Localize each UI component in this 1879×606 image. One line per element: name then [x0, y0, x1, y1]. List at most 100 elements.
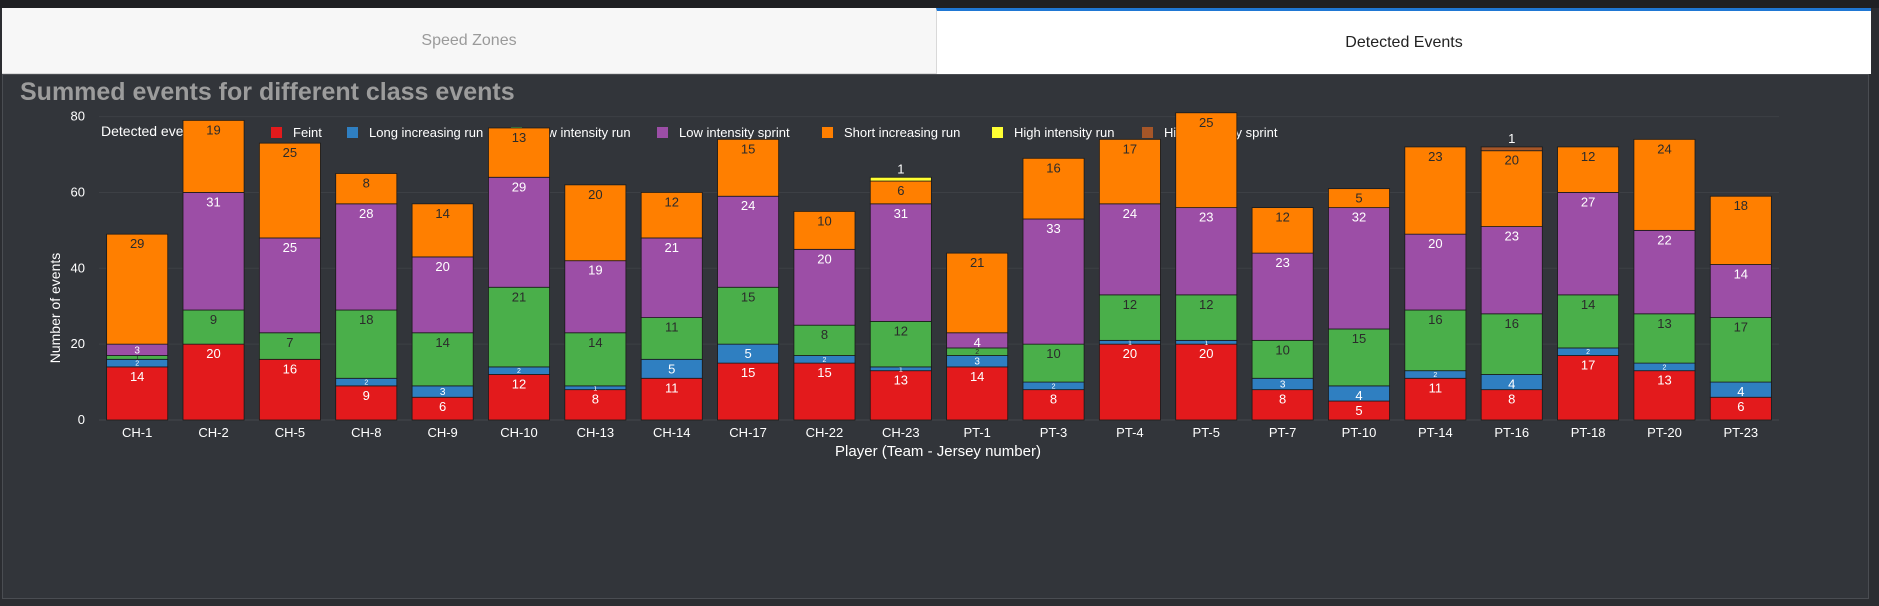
bar-segment[interactable]	[793, 211, 856, 250]
bar-segment[interactable]	[106, 366, 169, 421]
bar-segment[interactable]	[1709, 195, 1772, 265]
bar-segment[interactable]	[335, 203, 398, 311]
bar-segment[interactable]	[1251, 339, 1314, 379]
x-tick-label: CH-23	[882, 425, 920, 440]
y-tick-label: 0	[78, 412, 85, 427]
bar-segment[interactable]	[1328, 188, 1390, 209]
data-label: 20	[206, 346, 220, 361]
bar-segment[interactable]	[564, 389, 627, 421]
data-label: 28	[359, 206, 373, 221]
bar-segment[interactable]	[1175, 207, 1238, 296]
bar-segment[interactable]	[640, 237, 703, 318]
bar-segment[interactable]	[1557, 355, 1620, 421]
bar-segment[interactable]	[564, 184, 627, 262]
bar-segment[interactable]	[1404, 233, 1467, 311]
data-label: 2	[364, 380, 368, 387]
bar-segment[interactable]	[564, 332, 627, 387]
bar-segment[interactable]	[946, 366, 1009, 421]
bar-segment[interactable]	[717, 195, 780, 288]
bar-segment[interactable]	[1175, 294, 1238, 341]
bar-segment[interactable]	[793, 324, 856, 356]
bar-segment[interactable]	[640, 317, 703, 360]
bar-segment[interactable]	[258, 358, 321, 421]
legend-swatch	[822, 127, 833, 138]
bar-segment[interactable]	[1557, 192, 1620, 296]
bar-segment[interactable]	[1022, 343, 1085, 383]
bar-segment[interactable]	[488, 176, 550, 288]
data-label: 2	[517, 368, 521, 375]
data-label: 13	[512, 130, 526, 145]
bar-segment[interactable]	[1251, 207, 1314, 254]
legend-label: Low intensity run	[533, 125, 631, 140]
data-label: 23	[1275, 255, 1289, 270]
bar-segment[interactable]	[1480, 389, 1543, 421]
bar-segment[interactable]	[1633, 313, 1696, 364]
bar-segment[interactable]	[869, 176, 932, 182]
bar-segment[interactable]	[1022, 218, 1085, 345]
bar-segment[interactable]	[1557, 146, 1620, 193]
data-label: 14	[588, 335, 602, 350]
bar-segment[interactable]	[1022, 157, 1085, 220]
data-label: 20	[588, 187, 602, 202]
bar-segment[interactable]	[717, 362, 780, 421]
bar-segment[interactable]	[640, 192, 703, 239]
bar-segment[interactable]	[335, 385, 398, 421]
bar-segment[interactable]	[793, 362, 856, 421]
bar-segment[interactable]	[182, 309, 245, 345]
bar-segment[interactable]	[258, 332, 321, 360]
bar-segment[interactable]	[182, 119, 245, 193]
legend-item[interactable]: High intensity run	[992, 125, 1114, 140]
bar-segment[interactable]	[335, 309, 398, 379]
bar-segment[interactable]	[182, 192, 245, 311]
data-label: 29	[512, 179, 526, 194]
legend-item[interactable]: Feint	[271, 125, 322, 140]
bar-segment[interactable]	[488, 374, 550, 421]
bar-segment[interactable]	[1022, 389, 1085, 421]
legend-label: Short increasing run	[844, 125, 960, 140]
bar-segment[interactable]	[1709, 317, 1772, 383]
bar-segment[interactable]	[946, 252, 1009, 334]
data-label: 14	[435, 206, 449, 221]
data-label: 18	[359, 312, 373, 327]
bar-segment[interactable]	[106, 233, 169, 345]
bar-segment[interactable]	[1557, 294, 1620, 349]
bar-segment[interactable]	[564, 260, 627, 334]
legend-item[interactable]: Low intensity sprint	[657, 125, 790, 140]
tab-speed-zones[interactable]: Speed Zones	[2, 8, 936, 74]
bar-segment[interactable]	[1328, 207, 1390, 330]
bar-segment[interactable]	[1480, 150, 1543, 227]
tab-detected-events[interactable]: Detected Events	[936, 8, 1871, 74]
bar-segment[interactable]	[1404, 309, 1467, 372]
data-label: 16	[1046, 160, 1060, 175]
bar-segment[interactable]	[335, 173, 398, 205]
bar-segment[interactable]	[1251, 252, 1314, 341]
bar-segment[interactable]	[869, 203, 932, 322]
data-label: 12	[664, 194, 678, 209]
bar-segment[interactable]	[793, 248, 856, 326]
bar-segment[interactable]	[488, 127, 550, 178]
bar-segment[interactable]	[869, 370, 932, 421]
bar-segment[interactable]	[1175, 112, 1238, 209]
bar-segment[interactable]	[1404, 146, 1467, 235]
bar-segment[interactable]	[1175, 343, 1238, 421]
bar-segment[interactable]	[1633, 138, 1696, 231]
bar-segment[interactable]	[1098, 138, 1161, 205]
bar-segment[interactable]	[1098, 343, 1161, 421]
data-label: 1	[897, 161, 904, 176]
bar-segment[interactable]	[411, 332, 474, 387]
bar-segment[interactable]	[1480, 313, 1543, 375]
x-tick-label: CH-2	[198, 425, 228, 440]
bar-segment[interactable]	[1480, 146, 1543, 152]
data-label: 16	[1504, 316, 1518, 331]
bar-segment[interactable]	[717, 138, 780, 197]
bar-segment[interactable]	[411, 203, 474, 258]
bar-segment[interactable]	[1251, 389, 1314, 421]
bar-segment[interactable]	[1098, 294, 1161, 341]
legend-item[interactable]: Long increasing run	[347, 125, 483, 140]
legend-item[interactable]: Short increasing run	[822, 125, 960, 140]
bar-segment[interactable]	[1633, 229, 1696, 315]
bar-segment[interactable]	[258, 142, 321, 239]
bar-segment[interactable]	[488, 286, 550, 368]
data-label: 15	[741, 289, 755, 304]
bar-segment[interactable]	[411, 256, 474, 334]
